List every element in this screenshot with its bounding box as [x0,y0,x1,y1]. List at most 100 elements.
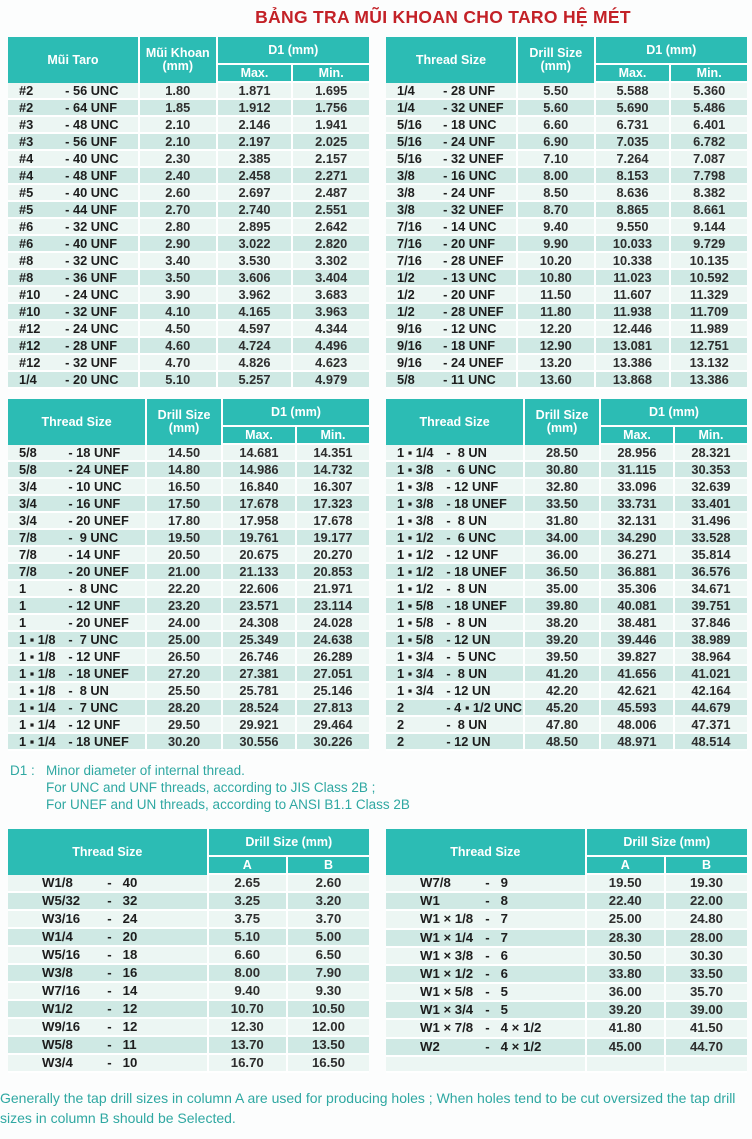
table-row: 5/16- 24 UNF 6.90 7.035 6.782 [386,134,747,151]
value-cell: 8.636 [593,185,670,202]
value-cell: 5.486 [669,100,747,117]
value-cell: 5.690 [593,100,670,117]
value-cell: 48.971 [598,734,673,751]
value-cell: 6.60 [206,947,286,965]
value-cell: 3.302 [291,253,369,270]
table-row: 9/16- 18 UNF 12.90 13.081 12.751 [386,338,747,355]
thread-size-cell: #10- 32 UNF [8,304,138,321]
value-cell: 45.20 [523,700,599,717]
table-fractional-taps-3: Thread Size Drill Size (mm) D1 (mm) Max.… [386,399,747,751]
col-header-d1: D1 (mm) [593,37,747,63]
footer-note-line: Generally the tap drill sizes in column … [0,1090,736,1106]
table-row: 1 ▪ 1/2- 12 UNF 36.00 36.271 35.814 [386,547,747,564]
value-cell: 3.530 [215,253,292,270]
value-cell: 30.353 [672,462,747,479]
table-row: 5/8- 18 UNF 14.50 14.681 14.351 [8,445,369,462]
thread-size-cell: #6- 32 UNC [8,219,138,236]
value-cell [584,1056,664,1073]
thread-size-cell: #12- 24 UNC [8,321,138,338]
table-row: 1 ▪ 1/8- 12 UNF 26.50 26.746 26.289 [8,649,369,666]
col-header-d1: D1 (mm) [598,399,747,425]
table-body: W7/8- 9 19.50 19.30 W1- 8 22.40 22.00 W1 × 1/8… [386,875,747,1073]
thread-size-cell: #4- 40 UNC [8,151,138,168]
d1-note-line: For UNEF and UN threads, according to AN… [46,797,410,812]
value-cell: 4.60 [137,338,216,355]
table-row: 1- 12 UNF 23.20 23.571 23.114 [8,598,369,615]
table-row: W1 × 3/4- 5 39.20 39.00 [386,1002,747,1021]
table-row: 1 ▪ 3/4- 12 UN 42.20 42.621 42.164 [386,683,747,700]
table-row: W1 × 1/2- 6 33.80 33.50 [386,965,747,985]
value-cell: 2.90 [137,236,216,253]
section-whitworth-tables: Thread Size Drill Size (mm) A B W1/8- 40… [0,829,752,1073]
value-cell: 36.50 [523,564,599,581]
col-header-max: Max. [598,425,673,445]
value-cell: 8.382 [669,185,747,202]
thread-size-cell: 7/16- 14 UNC [386,219,516,236]
thread-size-cell: 1- 8 UNC [8,581,146,598]
value-cell: 2.60 [285,875,369,893]
value-cell: 11.989 [669,321,747,338]
thread-size-cell: 3/4- 10 UNC [8,479,146,496]
value-cell: 2.65 [206,875,286,893]
table-row: #2- 56 UNC 1.80 1.871 1.695 [8,83,369,100]
value-cell: 35.00 [523,581,599,598]
thread-size-cell: 7/16- 28 UNEF [386,253,516,270]
value-cell: 36.00 [523,547,599,564]
value-cell: 8.50 [515,185,594,202]
value-cell: 10.338 [593,253,670,270]
value-cell: 1.695 [291,83,369,100]
d1-note-line: For UNC and UNF threads, according to JI… [46,780,376,795]
value-cell: 14.986 [220,462,295,479]
table-row: 1/2- 28 UNEF 11.80 11.938 11.709 [386,304,747,321]
thread-size-cell: 9/16- 18 UNF [386,338,516,355]
value-cell: 13.386 [669,372,747,389]
value-cell: 5.10 [206,929,286,947]
value-cell: 27.051 [294,666,369,683]
value-cell: 41.20 [523,666,599,683]
value-cell: 8.661 [669,202,747,219]
table-row: W9/16- 12 12.30 12.00 [8,1019,369,1037]
value-cell: 36.881 [598,564,673,581]
table-row: 1- 8 UNC 22.20 22.606 21.971 [8,581,369,598]
value-cell: 3.20 [285,893,369,911]
value-cell: 1.85 [137,100,216,117]
table-row: W1 × 7/8- 4 × 1/2 41.80 41.50 [386,1020,747,1039]
value-cell: 3.404 [291,270,369,287]
value-cell: 39.827 [598,649,673,666]
value-cell: 4.70 [137,355,216,372]
value-cell: 14.351 [294,445,369,462]
table-row: W7/16- 14 9.40 9.30 [8,983,369,1001]
table-row: 7/16- 20 UNF 9.90 10.033 9.729 [386,236,747,253]
table-row: W5/32- 32 3.25 3.20 [8,893,369,911]
value-cell: 2.30 [137,151,216,168]
value-cell: 2.697 [215,185,292,202]
value-cell: 29.50 [145,717,221,734]
value-cell: 2.740 [215,202,292,219]
thread-size-cell: 3/4- 20 UNEF [8,513,146,530]
thread-size-cell: 1/4- 28 UNF [386,83,516,100]
table-taro-number-gauge: Mũi Taro Mũi Khoan (mm) D1 (mm) Max. Min… [8,37,369,389]
value-cell: 4.979 [291,372,369,389]
value-cell: 38.989 [672,632,747,649]
value-cell: 1.871 [215,83,292,100]
value-cell: 2.197 [215,134,292,151]
value-cell: 34.00 [523,530,599,547]
value-cell: 41.50 [663,1020,747,1039]
table-row: #10- 32 UNF 4.10 4.165 3.963 [8,304,369,321]
value-cell: 28.524 [220,700,295,717]
col-header-drill-size: Drill Size (mm) [206,829,369,855]
table-row: #4- 40 UNC 2.30 2.385 2.157 [8,151,369,168]
thread-size-cell: 2- 4 ▪ 1/2 UNC [386,700,524,717]
value-cell: 4.165 [215,304,292,321]
value-cell: 39.20 [584,1002,664,1021]
value-cell: 7.10 [515,151,594,168]
value-cell: 13.20 [515,355,594,372]
value-cell: 19.761 [220,530,295,547]
table-row: W1 × 1/4- 7 28.30 28.00 [386,929,747,948]
value-cell: 11.607 [593,287,670,304]
thread-size-cell: 1 ▪ 5/8- 12 UN [386,632,524,649]
value-cell: 2.551 [291,202,369,219]
value-cell: 4.826 [215,355,292,372]
thread-size-cell: 3/8- 32 UNEF [386,202,516,219]
table-row: 1/4- 32 UNEF 5.60 5.690 5.486 [386,100,747,117]
